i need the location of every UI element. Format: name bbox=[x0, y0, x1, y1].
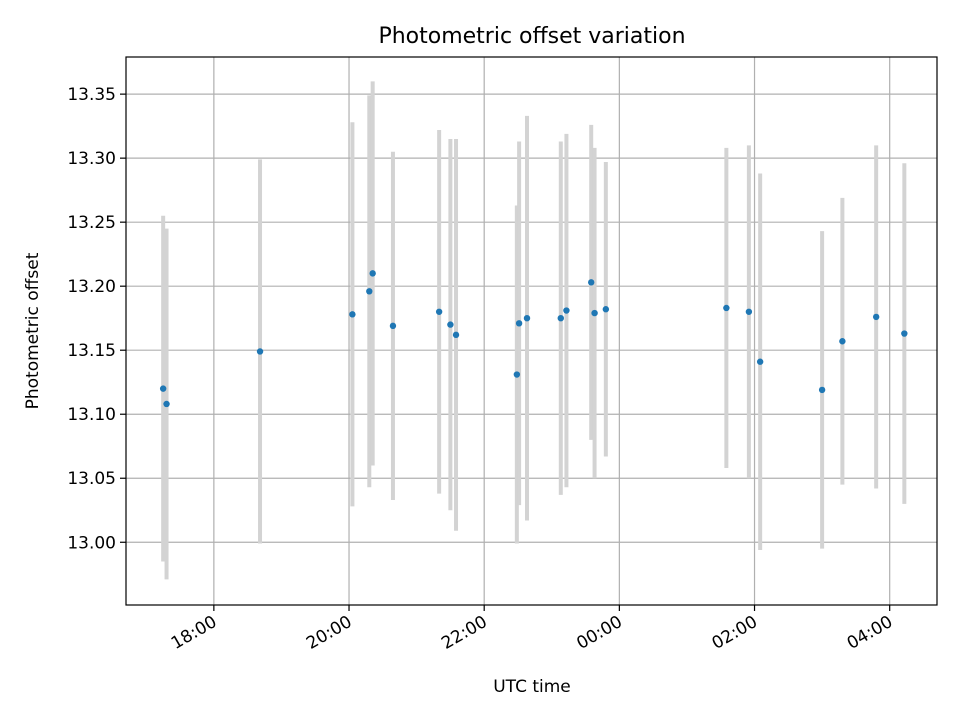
data-point bbox=[256, 348, 264, 355]
chart-title: Photometric offset variation bbox=[378, 24, 685, 49]
plot-frame bbox=[125, 56, 938, 606]
data-point bbox=[587, 279, 595, 286]
data-point bbox=[745, 308, 753, 315]
y-tick-label: 13.05 bbox=[67, 469, 116, 489]
data-point bbox=[163, 400, 170, 408]
y-tick-label: 13.00 bbox=[67, 533, 116, 553]
data-point bbox=[515, 320, 523, 327]
x-axis-ticks: 18:00 20:00 22:00 00:00 02:00 04:00 bbox=[168, 605, 896, 654]
data-point bbox=[523, 314, 531, 322]
grid-layer bbox=[126, 57, 937, 605]
data-point bbox=[435, 308, 443, 315]
data-point bbox=[366, 288, 373, 295]
data-point bbox=[513, 371, 521, 378]
data-point bbox=[723, 304, 730, 312]
data-point bbox=[591, 309, 598, 317]
y-tick-label: 13.25 bbox=[67, 213, 116, 233]
x-axis-label: UTC time bbox=[493, 677, 571, 697]
y-tick-label: 13.20 bbox=[67, 277, 116, 297]
x-tick-label: 00:00 bbox=[573, 612, 625, 654]
x-tick-label: 04:00 bbox=[844, 612, 896, 654]
point-layer bbox=[159, 270, 908, 408]
data-point bbox=[839, 338, 846, 345]
y-axis-ticks: 13.00 13.05 13.10 13.15 13.20 13.25 13.30 13.35 bbox=[67, 85, 126, 553]
data-point bbox=[602, 306, 610, 313]
data-point bbox=[872, 313, 880, 321]
data-point bbox=[557, 314, 564, 322]
data-point bbox=[447, 321, 454, 328]
y-tick-label: 13.30 bbox=[67, 149, 116, 169]
data-point bbox=[901, 330, 908, 337]
data-point bbox=[369, 270, 376, 277]
data-point bbox=[756, 358, 764, 365]
errorbar-layer bbox=[161, 81, 907, 580]
y-tick-label: 13.35 bbox=[67, 85, 116, 105]
data-point bbox=[349, 311, 356, 318]
data-point bbox=[452, 331, 460, 339]
data-point bbox=[818, 386, 826, 394]
y-tick-label: 13.15 bbox=[67, 341, 116, 361]
data-point bbox=[389, 322, 397, 330]
x-tick-label: 18:00 bbox=[168, 612, 220, 654]
y-axis-label: Photometric offset bbox=[23, 252, 43, 409]
x-tick-label: 22:00 bbox=[438, 612, 490, 654]
y-tick-label: 13.10 bbox=[67, 405, 116, 425]
x-tick-label: 02:00 bbox=[709, 612, 761, 654]
x-tick-label: 20:00 bbox=[303, 612, 355, 654]
data-point bbox=[159, 385, 167, 392]
data-point bbox=[563, 307, 570, 314]
